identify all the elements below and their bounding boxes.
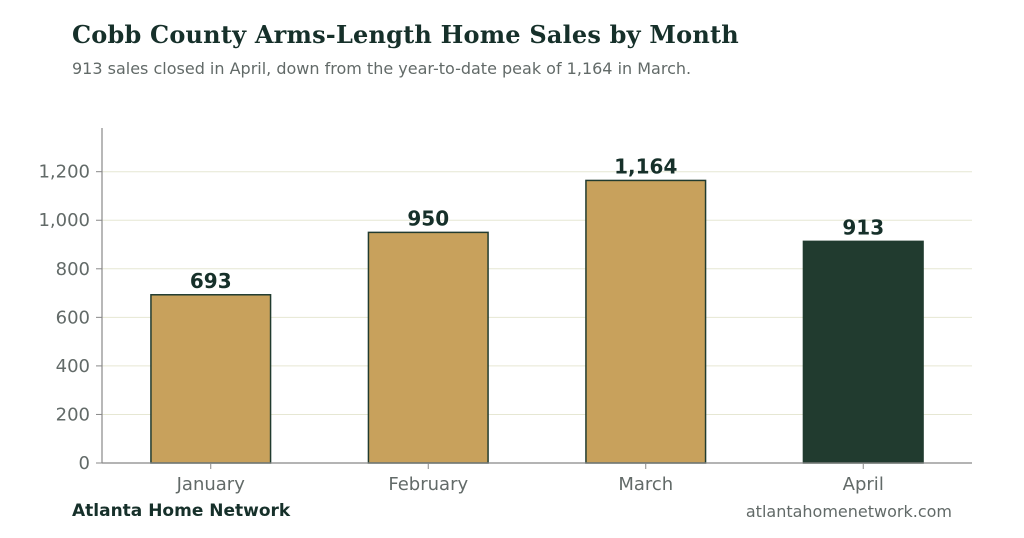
footer-source: Atlanta Home Network xyxy=(72,501,291,521)
bar-april xyxy=(802,240,924,464)
y-tick-label: 200 xyxy=(56,404,90,425)
y-tick-label: 800 xyxy=(56,259,90,280)
y-tick-label: 1,200 xyxy=(38,162,90,183)
x-tick-label: March xyxy=(618,474,673,495)
footer-website[interactable]: atlantahomenetwork.com xyxy=(745,502,952,521)
bar-march xyxy=(585,179,707,464)
x-tick-label: April xyxy=(843,474,884,495)
y-tick-label: 600 xyxy=(56,307,90,328)
bar-january xyxy=(150,294,272,464)
data-label: 913 xyxy=(842,215,884,239)
chart-title: Cobb County Arms-Length Home Sales by Mo… xyxy=(72,20,739,49)
data-label: 1,164 xyxy=(614,154,677,178)
y-tick-label: 400 xyxy=(56,356,90,377)
y-tick-label: 1,000 xyxy=(38,210,90,231)
bar-february xyxy=(367,231,489,464)
y-tick-label: 0 xyxy=(79,453,90,474)
chart-subtitle: 913 sales closed in April, down from the… xyxy=(72,59,692,78)
x-tick-label: January xyxy=(176,474,246,495)
x-tick-label: February xyxy=(388,474,468,495)
data-label: 693 xyxy=(190,269,232,293)
data-label: 950 xyxy=(407,206,449,230)
